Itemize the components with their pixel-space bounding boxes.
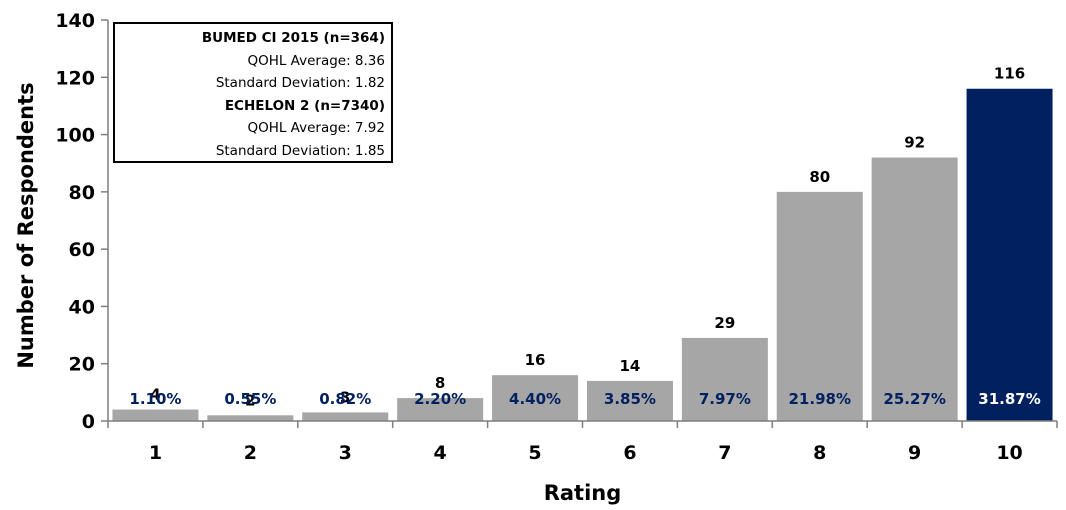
x-tick-label: 10 [996,442,1022,464]
y-axis-ticks: 0 20 40 60 80 100 120 140 [55,10,109,433]
percent-label: 3.85% [604,390,656,408]
count-label: 16 [525,351,546,369]
percent-label: 21.98% [789,390,851,408]
bar [681,337,768,421]
group1-average: QOHL Average: 8.36 [247,52,385,69]
count-label: 14 [620,357,641,375]
statistics-box: BUMED CI 2015 (n=364) QOHL Average: 8.36… [113,22,393,163]
x-axis-title: Rating [544,481,622,505]
y-tick-label: 60 [69,239,95,261]
bar [586,380,673,421]
x-tick-label: 9 [908,442,921,464]
group2-title: ECHELON 2 (n=7340) [224,97,385,114]
count-label: 2 [245,391,255,409]
bar [302,412,389,421]
y-tick-label: 140 [55,10,95,32]
percent-label: 0.55% [224,390,276,408]
group1-std-dev: Standard Deviation: 1.82 [215,75,385,91]
x-tick-label: 3 [339,442,352,464]
y-axis-title: Number of Respondents [14,82,38,368]
y-tick-label: 40 [69,296,95,318]
x-tick-label: 5 [528,442,541,464]
percent-label: 2.20% [414,390,466,408]
x-tick-label: 7 [718,442,731,464]
y-tick-label: 0 [82,411,95,433]
x-tick-label: 8 [813,442,826,464]
group1-title: BUMED CI 2015 (n=364) [201,30,385,46]
group2-average: QOHL Average: 7.92 [247,120,385,136]
bar [492,375,579,421]
x-tick-label: 6 [623,442,636,464]
percent-label: 25.27% [883,390,945,408]
group2-std-dev: Standard Deviation: 1.85 [215,142,385,159]
count-label: 29 [714,314,735,332]
x-tick-label: 1 [149,442,162,464]
x-tick-label: 4 [434,442,447,464]
x-axis-ticks: 1 2 3 4 5 6 7 8 9 10 [107,421,1058,464]
count-label: 92 [904,133,925,151]
bar [207,415,294,421]
percent-label: 31.87% [978,390,1040,408]
percent-label: 1.10% [129,390,181,408]
bar [871,157,958,421]
y-tick-label: 20 [69,354,95,376]
bars: 41.10% 20.55% 30.82% 82.20% 16 4.40% 14 3.85% 29… [112,65,1053,421]
percent-label: 4.40% [509,390,561,408]
bar [776,191,863,421]
bar [397,398,484,421]
y-tick-label: 120 [55,67,95,89]
count-label: 8 [435,374,445,392]
count-label: 116 [994,65,1025,83]
x-tick-label: 2 [244,442,257,464]
percent-label: 0.82% [319,390,371,408]
bar [966,88,1053,421]
y-tick-label: 80 [69,182,95,204]
y-tick-label: 100 [55,125,95,147]
count-label: 4 [150,386,160,404]
count-label: 80 [809,168,830,186]
count-label: 3 [340,388,350,406]
bar [112,409,199,421]
percent-label: 7.97% [699,390,751,408]
